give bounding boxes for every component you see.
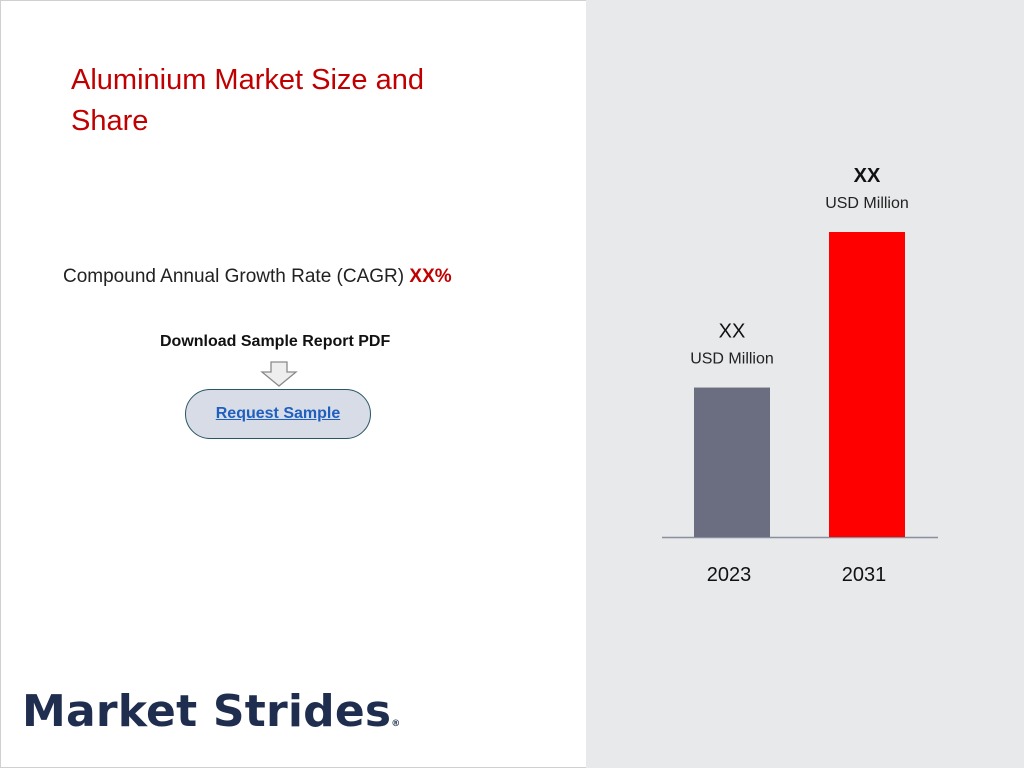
request-sample-link[interactable]: Request Sample [215, 405, 341, 422]
bar-chart: XX USD Million 2023 XX USD Million 2031 [662, 165, 938, 586]
data-label-unit-2031: USD Million [825, 195, 909, 212]
registered-mark: ® [391, 719, 401, 729]
market-strides-logo: Market Strides® [22, 686, 400, 737]
x-tick-label-2031: 2031 [842, 564, 887, 586]
logo-text: Market Strides [22, 686, 392, 737]
data-label-value-2031: XX [854, 165, 881, 187]
bar-2031 [829, 232, 905, 537]
data-label-unit-2023: USD Million [690, 351, 774, 368]
page-title: Aluminium Market Size and Share [71, 64, 424, 137]
arrow-down-icon [260, 361, 298, 387]
bar-2023 [694, 387, 770, 537]
request-sample-button[interactable]: Request Sample [185, 389, 371, 439]
x-tick-label-2023: 2023 [707, 564, 752, 586]
cagr-label: Compound Annual Growth Rate (CAGR) [63, 266, 405, 287]
chart-panel [586, 0, 1024, 768]
cagr-value: XX% [409, 266, 452, 287]
download-label: Download Sample Report PDF [160, 333, 391, 350]
cagr-line: Compound Annual Growth Rate (CAGR) XX% [63, 266, 452, 288]
data-label-value-2023: XX [719, 321, 746, 343]
